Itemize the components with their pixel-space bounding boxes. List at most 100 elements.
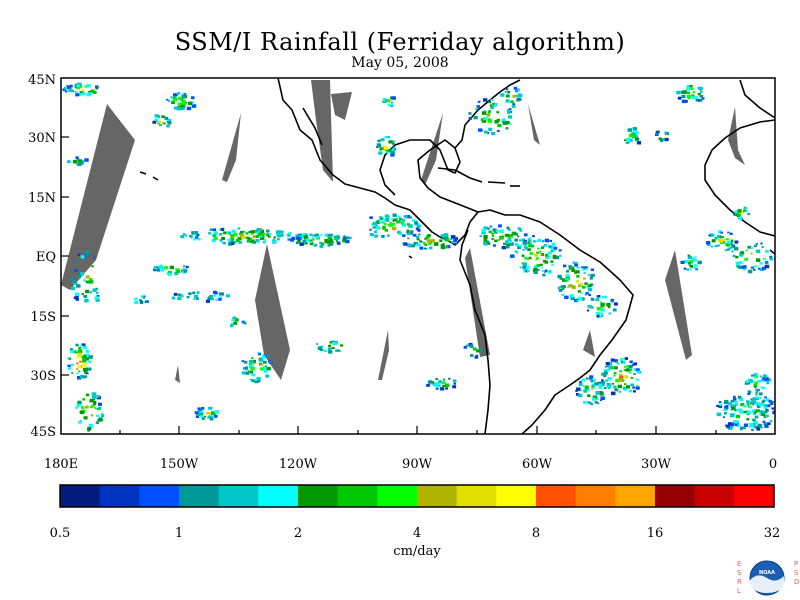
rain-cell xyxy=(410,230,414,233)
rain-cell xyxy=(259,367,264,371)
rain-cell xyxy=(585,268,588,270)
rain-cell xyxy=(623,369,627,372)
rain-cell xyxy=(716,412,720,415)
rain-cell xyxy=(578,393,583,398)
rain-cell xyxy=(525,266,530,270)
lon-label: 120W xyxy=(279,457,318,472)
rain-cell xyxy=(542,273,546,277)
rain-cell xyxy=(268,233,272,235)
rain-cell xyxy=(707,243,711,246)
rain-cell xyxy=(600,303,605,307)
rain-cell xyxy=(80,410,85,415)
rain-cell xyxy=(584,385,589,389)
rain-cell xyxy=(693,259,697,262)
rain-cell xyxy=(87,429,90,432)
rain-cell xyxy=(751,247,754,249)
rain-cell xyxy=(748,269,753,274)
rain-cell xyxy=(443,378,446,381)
rain-cell xyxy=(154,116,158,119)
rain-cell xyxy=(388,140,393,144)
rain-cell xyxy=(533,240,536,243)
rain-cell xyxy=(720,231,723,234)
rain-cell xyxy=(528,237,532,240)
rain-cell xyxy=(254,379,258,381)
rain-cell xyxy=(269,361,272,364)
rain-cell xyxy=(752,397,757,401)
rain-cell xyxy=(756,404,761,408)
rain-cell xyxy=(544,253,549,257)
rain-cell xyxy=(181,101,186,105)
rain-cell xyxy=(620,361,623,363)
rain-cell xyxy=(94,407,97,409)
rain-cell xyxy=(470,354,474,357)
rain-cell xyxy=(82,398,86,401)
rain-cell xyxy=(389,223,394,227)
rain-cell xyxy=(86,250,90,254)
rain-cell xyxy=(691,94,695,97)
rain-cell xyxy=(543,259,547,263)
rain-cell xyxy=(734,210,738,213)
rain-cell xyxy=(700,91,703,93)
lat-label: EQ xyxy=(36,250,56,265)
rain-cell xyxy=(229,240,234,244)
rain-cell xyxy=(527,248,531,252)
rain-cell xyxy=(257,351,260,354)
rain-cell xyxy=(561,288,564,290)
rain-cell xyxy=(67,367,72,370)
colorbar-swatch xyxy=(218,485,259,507)
colorbar-tick-label: 8 xyxy=(532,526,540,541)
rain-cell xyxy=(433,242,439,246)
rain-cell xyxy=(163,122,166,125)
logo-letter: P xyxy=(794,560,798,568)
rain-cell xyxy=(591,385,594,388)
rain-cell xyxy=(540,253,543,256)
rain-cell xyxy=(415,220,418,223)
rain-cell xyxy=(636,141,642,145)
rain-cell xyxy=(266,232,269,235)
rain-cell xyxy=(686,91,691,95)
rain-cell xyxy=(617,384,622,389)
rain-cell xyxy=(386,99,391,103)
rain-cell xyxy=(263,369,268,373)
rain-cell xyxy=(95,87,99,90)
rain-cell xyxy=(529,252,533,255)
rain-cell xyxy=(761,266,766,270)
rain-cell xyxy=(427,239,432,243)
rain-cell xyxy=(730,399,735,403)
rain-cell xyxy=(534,265,538,269)
rain-cell xyxy=(606,368,610,372)
rain-cell xyxy=(770,402,774,405)
rain-cell xyxy=(519,266,522,269)
rain-cell xyxy=(167,119,172,123)
rain-cell xyxy=(440,234,445,238)
rain-cell xyxy=(153,268,157,272)
rain-cell xyxy=(750,266,755,270)
rain-cell xyxy=(486,241,491,245)
swath xyxy=(61,104,135,290)
rain-cell xyxy=(727,231,730,234)
rain-cell xyxy=(737,424,741,427)
rain-cell xyxy=(583,266,588,270)
rain-cell xyxy=(608,387,611,390)
rain-cell xyxy=(585,377,589,380)
rain-cell xyxy=(260,363,264,366)
map-title: SSM/I Rainfall (Ferriday algorithm) xyxy=(174,28,626,56)
rain-cell xyxy=(170,96,173,99)
rain-cell xyxy=(154,267,157,270)
rain-cell xyxy=(144,300,148,304)
rain-cell xyxy=(558,288,563,292)
rain-cell xyxy=(391,101,394,104)
rain-cell xyxy=(584,282,588,285)
rain-cell xyxy=(687,255,692,260)
rain-cell xyxy=(376,146,379,148)
rain-cell xyxy=(486,240,490,243)
rain-cell xyxy=(481,230,486,235)
rain-cell xyxy=(596,315,600,318)
rain-cell xyxy=(533,253,538,257)
rain-cell xyxy=(193,237,197,241)
rain-cell xyxy=(252,240,257,244)
rain-cell xyxy=(75,406,79,409)
rain-cell xyxy=(754,410,757,413)
rain-cell xyxy=(490,106,495,110)
rain-cell xyxy=(629,360,633,364)
